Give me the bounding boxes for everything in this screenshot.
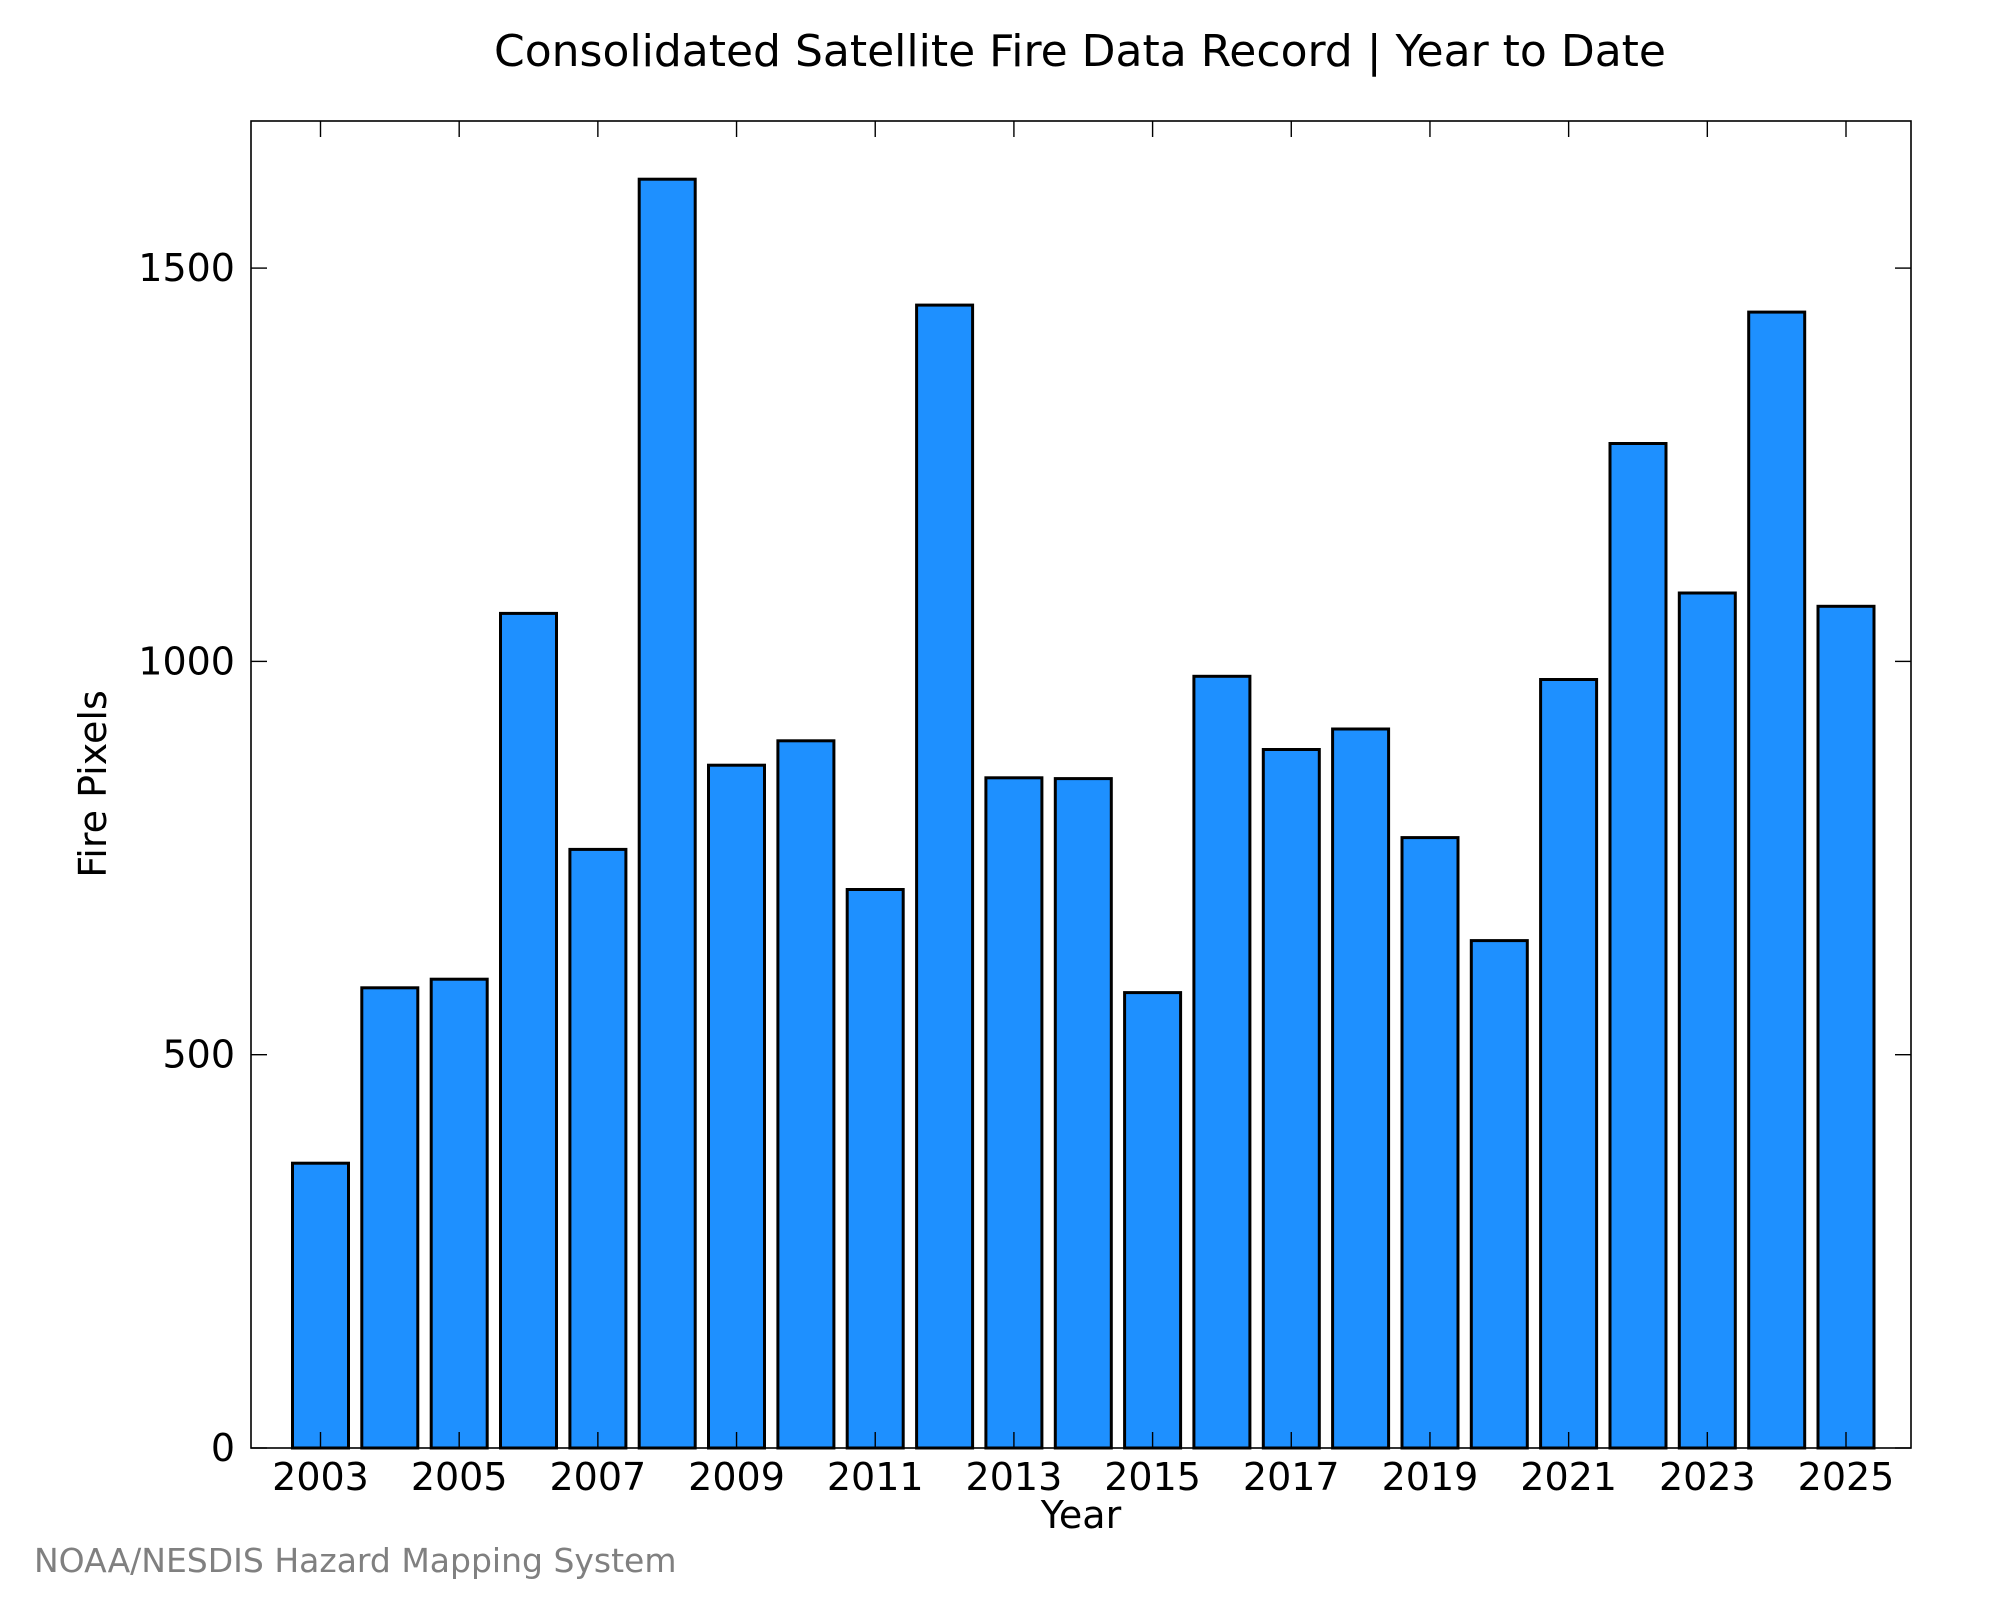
bar-2005 [429, 977, 489, 1450]
y-tick-label-0: 0 [211, 1426, 235, 1470]
y-tick-label-500: 500 [162, 1033, 235, 1077]
bar-2020 [1469, 939, 1529, 1450]
bar-2007 [568, 847, 628, 1450]
bar-2014 [1053, 777, 1113, 1450]
credit-text: NOAA/NESDIS Hazard Mapping System [34, 1541, 677, 1580]
bars-layer [291, 177, 1876, 1450]
x-tick-label-2007: 2007 [550, 1455, 647, 1499]
ticks-layer: 0 500 1000 1500 2003 2005 2007 2009 2011 2013 2015… [138, 121, 1911, 1499]
x-tick-label-2023: 2023 [1659, 1455, 1756, 1499]
bar-2009 [707, 763, 766, 1450]
x-tick-label-2021: 2021 [1520, 1455, 1617, 1499]
x-tick-label-2013: 2013 [966, 1455, 1063, 1499]
bar-2015 [1123, 991, 1183, 1450]
chart-title: Consolidated Satellite Fire Data Record … [494, 26, 1666, 77]
bar-2023 [1677, 591, 1737, 1450]
bar-2016 [1192, 674, 1252, 1450]
bar-2006 [499, 611, 558, 1450]
x-tick-label-2011: 2011 [827, 1455, 924, 1499]
x-tick-label-2009: 2009 [688, 1455, 785, 1499]
y-axis-label: Fire Pixels [71, 690, 115, 878]
bar-2011 [845, 888, 905, 1450]
x-tick-label-2017: 2017 [1243, 1455, 1340, 1499]
bar-2021 [1539, 678, 1599, 1450]
bar-2025 [1816, 604, 1876, 1450]
bar-2018 [1331, 727, 1391, 1450]
bar-2017 [1261, 748, 1321, 1450]
x-tick-label-2005: 2005 [411, 1455, 508, 1499]
bar-2013 [984, 776, 1044, 1450]
x-tick-label-2015: 2015 [1104, 1455, 1201, 1499]
bar-2008 [637, 177, 697, 1450]
bar-2010 [776, 739, 836, 1450]
bar-2004 [360, 986, 420, 1450]
bar-2003 [291, 1161, 350, 1450]
bar-2012 [915, 303, 975, 1450]
y-tick-label-1500: 1500 [138, 246, 235, 290]
x-axis-label: Year [1040, 1493, 1122, 1537]
plot-frame [250, 120, 1912, 1449]
y-tick-label-1000: 1000 [138, 639, 235, 683]
x-tick-label-2019: 2019 [1382, 1455, 1479, 1499]
x-tick-label-2003: 2003 [272, 1455, 369, 1499]
bar-2019 [1400, 836, 1460, 1450]
bar-2024 [1747, 310, 1807, 1450]
x-tick-label-2025: 2025 [1798, 1455, 1895, 1499]
bar-2022 [1608, 442, 1668, 1450]
